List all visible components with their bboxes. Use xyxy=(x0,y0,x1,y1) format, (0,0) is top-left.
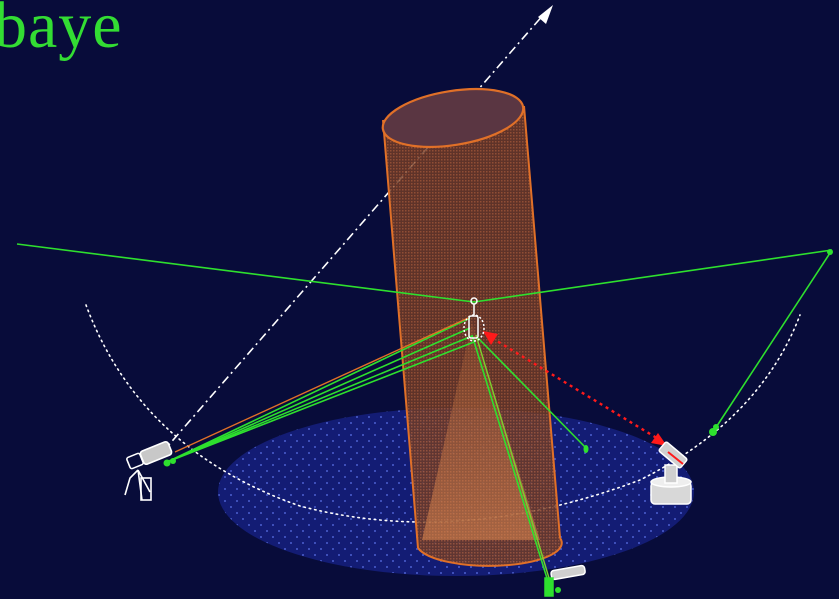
handheld-camera-icon xyxy=(544,564,586,597)
laser-line-right xyxy=(473,249,833,303)
red-distance-line xyxy=(491,336,661,442)
target-marker-icon xyxy=(463,297,485,342)
axis-arrowhead xyxy=(538,5,553,24)
principal-axis xyxy=(159,13,545,456)
red-arrowhead-start xyxy=(483,331,498,345)
camera-on-tripod-icon xyxy=(124,440,176,501)
laser-line-right-down xyxy=(712,249,833,433)
laser-line-left xyxy=(16,243,475,303)
ray-to-bottom-1 xyxy=(471,334,551,589)
right-anchor-dot xyxy=(827,249,833,255)
scanner-station-icon xyxy=(650,424,719,505)
diagram-title: baye xyxy=(0,0,123,62)
orange-ray xyxy=(174,317,469,453)
ray-to-right-marker xyxy=(477,337,587,449)
camera-rays xyxy=(166,317,475,463)
small-marker xyxy=(583,445,589,453)
light-cone xyxy=(422,322,540,540)
red-arrowhead-end xyxy=(651,433,667,446)
beam-top-cap xyxy=(381,88,525,148)
ray-to-bottom-2 xyxy=(475,334,553,589)
